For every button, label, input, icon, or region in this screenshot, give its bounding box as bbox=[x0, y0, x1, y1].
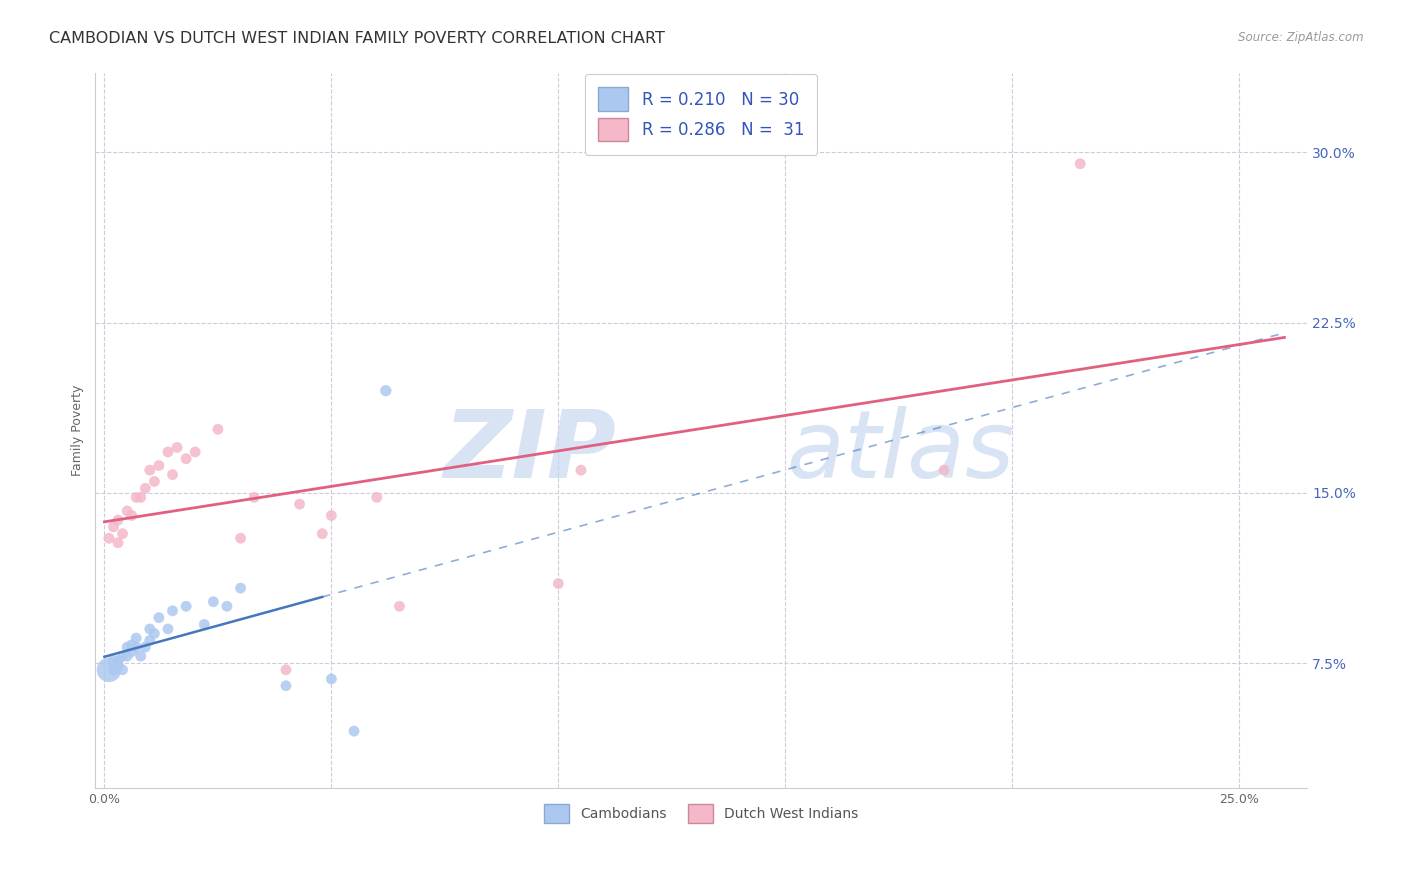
Point bbox=[115, 649, 138, 664]
Point bbox=[143, 626, 166, 640]
Point bbox=[215, 599, 238, 614]
Point bbox=[125, 491, 148, 505]
Point bbox=[207, 422, 229, 436]
Point bbox=[143, 475, 166, 489]
Point bbox=[98, 663, 121, 677]
Point bbox=[129, 491, 152, 505]
Point bbox=[107, 654, 129, 668]
Point bbox=[139, 463, 162, 477]
Point bbox=[103, 663, 125, 677]
Point bbox=[388, 599, 411, 614]
Point bbox=[243, 491, 266, 505]
Point bbox=[193, 617, 215, 632]
Point bbox=[569, 463, 592, 477]
Point bbox=[121, 638, 143, 652]
Point bbox=[311, 526, 333, 541]
Point bbox=[125, 640, 148, 654]
Point bbox=[174, 451, 197, 466]
Point bbox=[107, 513, 129, 527]
Point bbox=[162, 604, 184, 618]
Point bbox=[148, 458, 170, 473]
Point bbox=[274, 679, 297, 693]
Point bbox=[129, 649, 152, 664]
Point bbox=[121, 508, 143, 523]
Point bbox=[156, 622, 179, 636]
Point bbox=[111, 649, 134, 664]
Point bbox=[166, 441, 188, 455]
Point bbox=[202, 595, 225, 609]
Point bbox=[115, 504, 138, 518]
Point bbox=[547, 576, 569, 591]
Point bbox=[229, 531, 252, 545]
Point bbox=[139, 633, 162, 648]
Point bbox=[103, 520, 125, 534]
Point bbox=[1069, 157, 1091, 171]
Point bbox=[288, 497, 311, 511]
Point bbox=[107, 658, 129, 673]
Point bbox=[125, 631, 148, 645]
Point bbox=[932, 463, 955, 477]
Point bbox=[321, 672, 343, 686]
Point bbox=[134, 640, 156, 654]
Point bbox=[115, 640, 138, 654]
Point bbox=[121, 645, 143, 659]
Point bbox=[174, 599, 197, 614]
Point bbox=[103, 654, 125, 668]
Point bbox=[162, 467, 184, 482]
Point bbox=[134, 481, 156, 495]
Point bbox=[107, 535, 129, 549]
Point bbox=[139, 622, 162, 636]
Point bbox=[111, 526, 134, 541]
Point bbox=[156, 445, 179, 459]
Point bbox=[274, 663, 297, 677]
Y-axis label: Family Poverty: Family Poverty bbox=[72, 384, 84, 476]
Text: Source: ZipAtlas.com: Source: ZipAtlas.com bbox=[1239, 31, 1364, 45]
Text: atlas: atlas bbox=[786, 407, 1014, 498]
Text: ZIP: ZIP bbox=[443, 406, 616, 498]
Point bbox=[111, 663, 134, 677]
Point bbox=[98, 531, 121, 545]
Point bbox=[343, 724, 366, 739]
Point bbox=[321, 508, 343, 523]
Legend: Cambodians, Dutch West Indians: Cambodians, Dutch West Indians bbox=[533, 793, 869, 835]
Point bbox=[229, 581, 252, 595]
Point bbox=[366, 491, 388, 505]
Point bbox=[374, 384, 396, 398]
Point bbox=[148, 610, 170, 624]
Text: CAMBODIAN VS DUTCH WEST INDIAN FAMILY POVERTY CORRELATION CHART: CAMBODIAN VS DUTCH WEST INDIAN FAMILY PO… bbox=[49, 31, 665, 46]
Point bbox=[184, 445, 207, 459]
